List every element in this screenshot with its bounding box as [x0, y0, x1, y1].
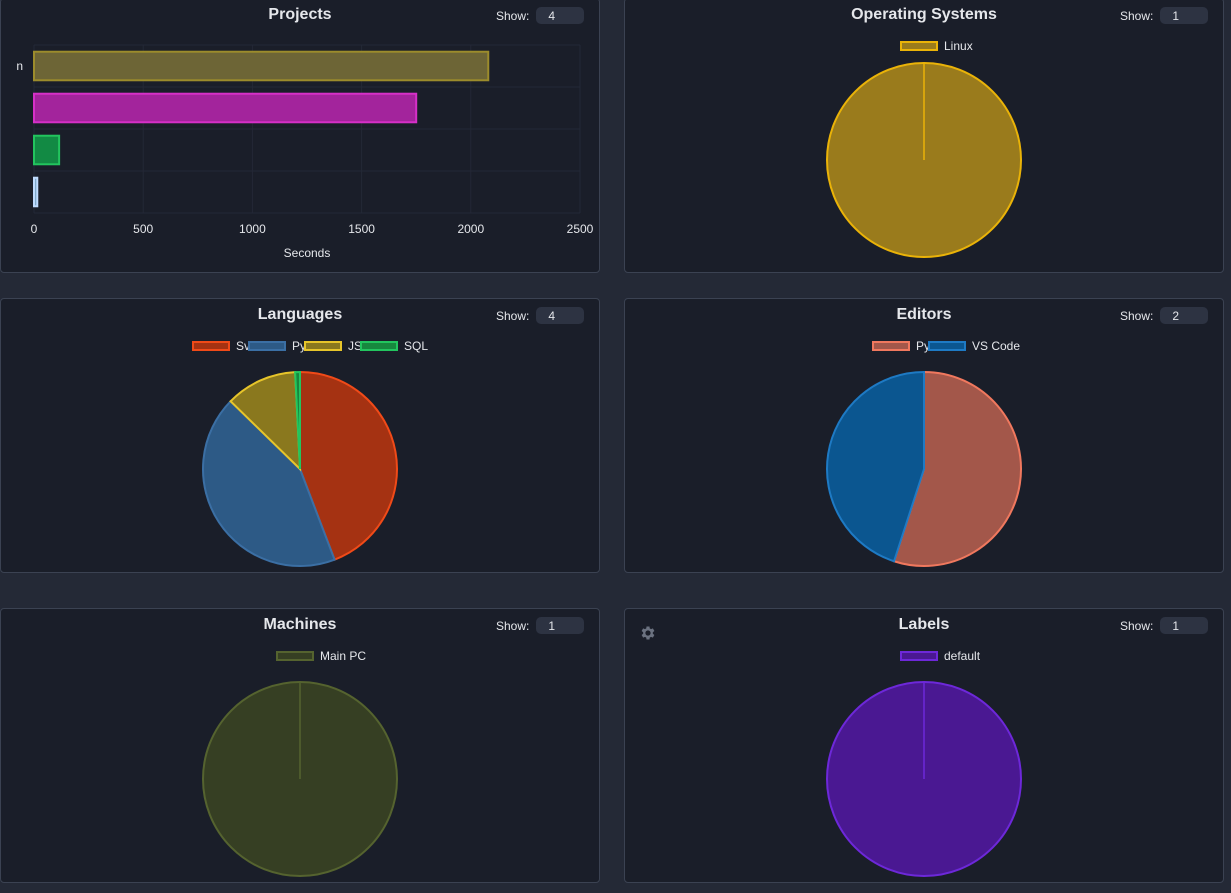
labels-pie-chart — [826, 681, 1022, 877]
pie-slice[interactable] — [892, 370, 1022, 567]
x-tick-label: 1000 — [239, 222, 266, 236]
x-tick-label: 2500 — [567, 222, 594, 236]
pie-slice[interactable] — [202, 399, 336, 567]
chart-legend: Main PC — [1, 649, 599, 663]
show-count-input[interactable] — [1160, 7, 1209, 24]
x-tick-label: 0 — [31, 222, 38, 236]
card-title: Machines — [263, 616, 337, 633]
projects-bar-chart: n 0 500 1000 1500 2000 2500 Seconds — [16, 44, 594, 260]
pie-slice[interactable] — [229, 371, 302, 472]
gear-icon[interactable] — [639, 624, 657, 642]
legend-item-default[interactable]: default — [900, 649, 980, 663]
labels-card: Labels Show: default — [624, 608, 1224, 883]
legend-swatch — [192, 341, 230, 351]
legend-item-linux[interactable]: Linux — [900, 39, 973, 53]
legend-item-sql[interactable]: SQL — [360, 339, 428, 353]
show-control: Show: — [496, 7, 585, 24]
machines-pie-chart — [202, 681, 398, 877]
legend-label: SQL — [404, 339, 429, 353]
show-count-input[interactable] — [536, 7, 585, 24]
show-control: Show: — [1120, 7, 1209, 24]
legend-label: Linux — [944, 39, 973, 53]
chart-legend: Linux — [625, 39, 1223, 53]
show-control: Show: — [1120, 617, 1209, 634]
bar[interactable] — [33, 134, 61, 166]
show-count-input[interactable] — [1160, 307, 1209, 324]
legend-item-main-pc[interactable]: Main PC — [276, 649, 366, 663]
show-label: Show: — [1120, 8, 1154, 23]
languages-pie-chart — [202, 370, 398, 567]
bar[interactable] — [33, 50, 490, 82]
show-control: Show: — [1120, 307, 1209, 324]
legend-swatch — [872, 341, 910, 351]
legend-label: VS Code — [972, 339, 1021, 353]
legend-item-vs-code[interactable]: VS Code — [928, 339, 1020, 353]
x-tick-label: 500 — [133, 222, 153, 236]
legend-swatch — [900, 41, 938, 51]
show-label: Show: — [1120, 618, 1154, 633]
operating-systems-pie-chart — [826, 62, 1022, 258]
x-axis-label: Seconds — [284, 246, 331, 260]
card-title: Languages — [257, 306, 343, 323]
show-label: Show: — [496, 308, 530, 323]
show-control: Show: — [496, 617, 585, 634]
languages-card: Languages Show: Svelte Python JSON SQL — [0, 298, 600, 573]
chart-legend: Svelte Python JSON SQL — [1, 339, 599, 353]
card-title: Labels — [898, 616, 950, 633]
legend-label: default — [944, 649, 981, 663]
pie-slice[interactable] — [826, 370, 925, 563]
operating-systems-card: Operating Systems Show: Linux — [624, 0, 1224, 273]
y-tick-label: n — [16, 59, 23, 73]
show-count-input[interactable] — [536, 307, 585, 324]
legend-swatch — [276, 651, 314, 661]
pie-slice[interactable] — [299, 370, 398, 561]
legend-swatch — [304, 341, 342, 351]
card-title: Operating Systems — [851, 6, 997, 23]
legend-label: Main PC — [320, 649, 367, 663]
bar[interactable] — [33, 176, 39, 208]
editors-pie-chart — [826, 370, 1022, 567]
machines-card: Machines Show: Main PC — [0, 608, 600, 883]
show-label: Show: — [496, 8, 530, 23]
legend-swatch — [248, 341, 286, 351]
projects-card: Projects Show: n 0 500 1000 1500 2000 2500 Seco… — [0, 0, 600, 273]
show-control: Show: — [496, 307, 585, 324]
show-count-input[interactable] — [536, 617, 585, 634]
bar[interactable] — [33, 92, 418, 124]
show-count-input[interactable] — [1160, 617, 1209, 634]
editors-card: Editors Show: Python VS Code — [624, 298, 1224, 573]
x-tick-label: 1500 — [348, 222, 375, 236]
show-label: Show: — [496, 618, 530, 633]
pie-slice[interactable] — [294, 370, 301, 470]
x-tick-label: 2000 — [457, 222, 484, 236]
show-label: Show: — [1120, 308, 1154, 323]
legend-swatch — [360, 341, 398, 351]
legend-swatch — [900, 651, 938, 661]
legend-swatch — [928, 341, 966, 351]
chart-legend: default — [625, 649, 1223, 663]
chart-legend: Python VS Code — [625, 339, 1223, 353]
card-title: Projects — [268, 6, 332, 23]
card-title: Editors — [896, 306, 952, 323]
